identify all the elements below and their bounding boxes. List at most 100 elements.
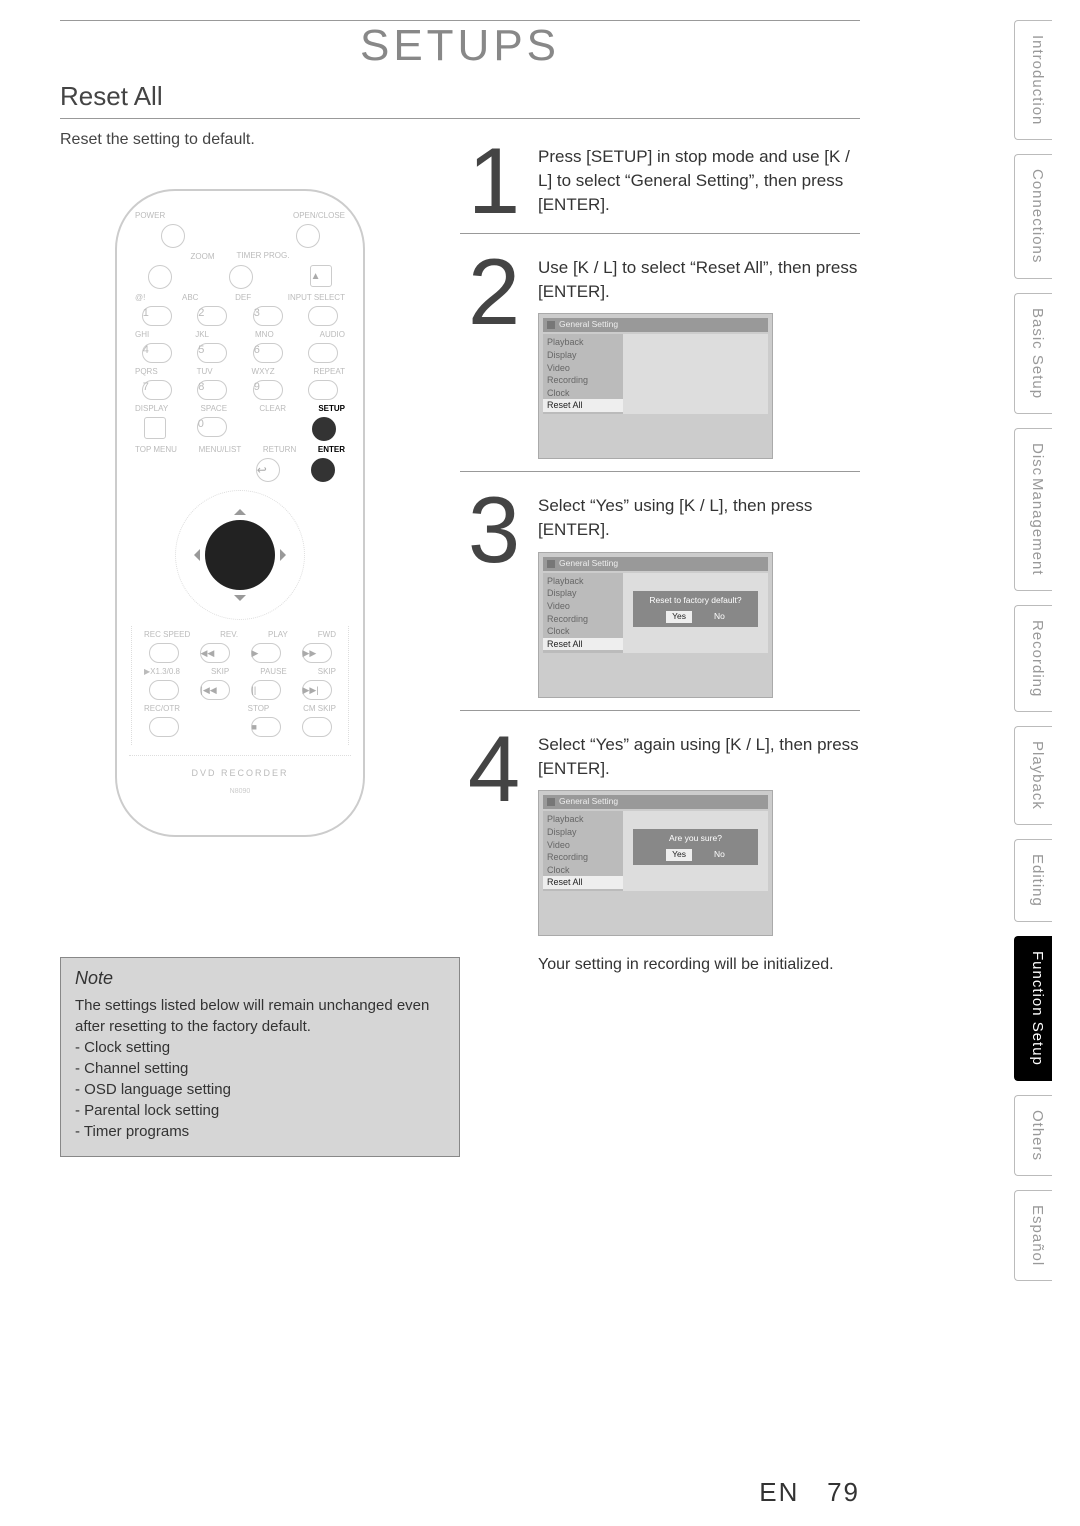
enter-button xyxy=(311,458,335,482)
osd-no: No xyxy=(714,611,725,623)
osd-screenshot: General Setting PlaybackDisplayVideoReco… xyxy=(538,552,773,698)
note-title: Note xyxy=(75,968,445,989)
display-button xyxy=(144,417,166,439)
osd-menu-item: Display xyxy=(547,587,619,600)
rec-button xyxy=(149,717,179,737)
remote-label: REC/OTR xyxy=(144,704,180,713)
setup-button xyxy=(312,417,336,441)
osd-menu-item: Clock xyxy=(547,387,619,400)
remote-label: SKIP xyxy=(211,667,229,676)
remote-label: OPEN/CLOSE xyxy=(293,211,345,220)
step-num: 2 xyxy=(460,252,528,459)
note-box: Note The settings listed below will rema… xyxy=(60,957,460,1157)
remote-label: TIMER PROG. xyxy=(237,252,290,261)
remote-label: REPEAT xyxy=(314,367,345,376)
dpad xyxy=(175,490,305,620)
side-tab[interactable]: Playback xyxy=(1014,726,1052,825)
side-tab[interactable]: Editing xyxy=(1014,839,1052,922)
cm-skip-button xyxy=(302,717,332,737)
osd-menu-item: Playback xyxy=(547,336,619,349)
remote-label: DISPLAY xyxy=(135,404,168,413)
remote-label: AUDIO xyxy=(320,330,345,339)
return-button: ↩ xyxy=(256,458,280,482)
zoom-button xyxy=(148,265,172,289)
pause-button: || xyxy=(251,680,281,700)
remote-label: INPUT SELECT xyxy=(288,293,345,302)
rev-button: ◀◀ xyxy=(200,643,230,663)
remote-label: POWER xyxy=(135,211,165,220)
osd-menu-item: Clock xyxy=(547,625,619,638)
num-2-button: 2 xyxy=(197,306,227,326)
osd-menu-item: Reset All xyxy=(543,876,623,889)
osd-menu-item: Recording xyxy=(547,851,619,864)
stop-button: ■ xyxy=(251,717,281,737)
osd-yes: Yes xyxy=(666,849,692,861)
section-title: Reset All xyxy=(60,81,860,119)
remote-label: TUV xyxy=(197,367,213,376)
remote-label: MNO xyxy=(255,330,274,339)
note-lead: The settings listed below will remain un… xyxy=(75,995,445,1037)
remote-label: PLAY xyxy=(268,630,288,639)
note-item: - Channel setting xyxy=(75,1058,445,1079)
side-tab[interactable]: Basic Setup xyxy=(1014,293,1052,414)
remote-model: N8090 xyxy=(129,788,351,795)
num-8-button: 8 xyxy=(197,380,227,400)
side-tab[interactable]: DiscManagement xyxy=(1014,428,1052,591)
side-tab[interactable]: Connections xyxy=(1014,154,1052,278)
power-button xyxy=(161,224,185,248)
num-7-button: 7 xyxy=(142,380,172,400)
page-number: 79 xyxy=(827,1477,860,1507)
audio-button xyxy=(308,343,338,363)
input-select-button xyxy=(308,306,338,326)
timer-prog-button xyxy=(229,265,253,289)
remote-label: ABC xyxy=(182,293,198,302)
osd-yes: Yes xyxy=(666,611,692,623)
remote-label: RETURN xyxy=(263,445,296,454)
skip-back-button: |◀◀ xyxy=(200,680,230,700)
osd-menu-item: Clock xyxy=(547,864,619,877)
side-tab[interactable]: Others xyxy=(1014,1095,1052,1176)
side-tab[interactable]: Español xyxy=(1014,1190,1052,1281)
remote-brand: DVD RECORDER xyxy=(129,768,351,778)
note-item: - Timer programs xyxy=(75,1121,445,1142)
num-0-button: 0 xyxy=(197,417,227,437)
step-num: 4 xyxy=(460,729,528,936)
side-tab[interactable]: Introduction xyxy=(1014,20,1052,140)
note-item: - Clock setting xyxy=(75,1037,445,1058)
page-lang: EN xyxy=(759,1477,799,1507)
note-item: - OSD language setting xyxy=(75,1079,445,1100)
osd-menu-item: Display xyxy=(547,349,619,362)
step-num: 1 xyxy=(460,141,528,221)
note-item: - Parental lock setting xyxy=(75,1100,445,1121)
remote-label: PAUSE xyxy=(260,667,287,676)
step-text: Select “Yes” again using [K / L], then p… xyxy=(538,729,860,936)
remote-label: ENTER xyxy=(318,445,345,454)
open-close-button xyxy=(296,224,320,248)
remote-label: CLEAR xyxy=(259,404,286,413)
side-tab[interactable]: Recording xyxy=(1014,605,1052,712)
num-3-button: 3 xyxy=(253,306,283,326)
num-9-button: 9 xyxy=(253,380,283,400)
osd-screenshot: General Setting PlaybackDisplayVideoReco… xyxy=(538,790,773,936)
remote-label: MENU/LIST xyxy=(199,445,242,454)
step-text: Select “Yes” using [K / L], then press [… xyxy=(538,490,860,697)
osd-menu-item: Playback xyxy=(547,813,619,826)
osd-title: General Setting xyxy=(543,557,768,571)
num-1-button: 1 xyxy=(142,306,172,326)
chapter-title: SETUPS xyxy=(60,21,860,71)
step-text: Press [SETUP] in stop mode and use [K / … xyxy=(538,141,860,221)
remote-label: @! xyxy=(135,293,145,302)
rec-speed-button xyxy=(149,643,179,663)
remote-label: PQRS xyxy=(135,367,158,376)
remote-label: TOP MENU xyxy=(135,445,177,454)
side-tab[interactable]: Function Setup xyxy=(1014,936,1052,1081)
osd-title: General Setting xyxy=(543,795,768,809)
remote-label: DEF xyxy=(235,293,251,302)
num-5-button: 5 xyxy=(197,343,227,363)
remote-label: ▶X1.3/0.8 xyxy=(144,667,180,676)
eject-button: ▲ xyxy=(310,265,332,287)
remote-label: REV. xyxy=(220,630,238,639)
repeat-button xyxy=(308,380,338,400)
remote-label: SKIP xyxy=(318,667,336,676)
osd-dialog-text: Are you sure? xyxy=(635,833,756,845)
